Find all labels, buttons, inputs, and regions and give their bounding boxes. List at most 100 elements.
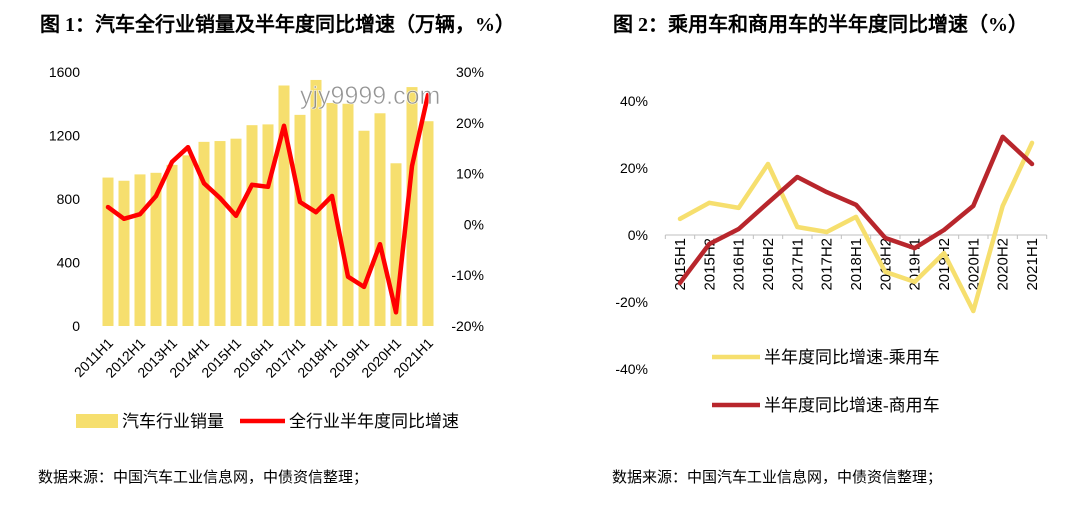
sales-bar — [358, 130, 370, 326]
commercial-vehicle-growth-point — [971, 203, 976, 208]
sales-bar — [134, 174, 146, 326]
sales-bar — [262, 124, 274, 326]
y-axis-right-tick-label: 10% — [456, 166, 484, 182]
growth-rate-point — [330, 193, 334, 198]
legend-commercial-vehicle-growth-label: 半年度同比增速-商用车 — [764, 396, 940, 415]
sales-bar — [406, 87, 418, 326]
passenger-car-growth-point — [824, 229, 829, 234]
growth-rate-point — [314, 210, 318, 215]
passenger-car-growth-point — [1000, 203, 1005, 208]
sales-bar — [118, 180, 130, 326]
commercial-vehicle-growth-point — [912, 246, 917, 251]
x-axis-tick-label: 2017H1 — [789, 238, 806, 291]
y-axis-right-tick-label: 20% — [456, 115, 484, 131]
y-axis-tick-label: -20% — [615, 294, 648, 310]
growth-rate-point — [282, 123, 286, 128]
figure-2-source-note: 数据来源：中国汽车工业信息网，中债资信整理； — [612, 470, 943, 486]
y-axis-right-tick-label: -20% — [451, 318, 484, 334]
passenger-car-growth-point — [678, 216, 682, 221]
commercial-vehicle-growth-point — [942, 227, 946, 232]
passenger-car-growth-point — [971, 309, 976, 314]
y-axis-left-tick-label: 800 — [57, 191, 81, 207]
y-axis-right-tick-label: 0% — [464, 216, 484, 232]
growth-rate-point — [346, 274, 350, 279]
passenger-car-growth-point — [736, 205, 741, 210]
watermark: yjy9999.com — [300, 82, 440, 110]
commercial-vehicle-growth-series — [677, 134, 1035, 286]
y-axis-right-tick-label: -10% — [451, 267, 484, 283]
y-axis-tick-label: -40% — [615, 361, 648, 377]
passenger-car-growth-point — [912, 279, 917, 284]
growth-rate-point — [154, 193, 158, 198]
y-axis-left: 0 400 800 1200 1600 — [49, 64, 80, 334]
y-axis-left-tick-label: 1600 — [49, 64, 80, 80]
growth-rate-point — [394, 310, 398, 315]
legend: 汽车行业销量 全行业半年度同比增速 — [76, 412, 459, 431]
growth-rate-point — [186, 145, 190, 150]
commercial-vehicle-growth-point — [736, 226, 741, 231]
sales-bar — [342, 103, 354, 326]
y-axis-tick-label: 20% — [620, 160, 648, 176]
y-axis-tick-label: 40% — [620, 93, 648, 109]
sales-bar — [390, 163, 402, 326]
figure-1-source-note: 数据来源：中国汽车工业信息网，中债资信整理； — [38, 470, 369, 486]
legend-sales-label: 汽车行业销量 — [122, 412, 224, 431]
sales-bar — [246, 125, 258, 327]
growth-rate-point — [426, 92, 430, 97]
passenger-car-growth-point — [766, 161, 770, 166]
x-axis-tick-label: 2019H2 — [936, 238, 953, 291]
growth-rate-point — [298, 200, 302, 205]
commercial-vehicle-growth-point — [824, 190, 829, 195]
passenger-car-growth-point — [942, 251, 946, 256]
sales-bar — [150, 172, 162, 326]
growth-rate-series — [105, 92, 431, 315]
figure-1-title: 图 1：汽车全行业销量及半年度同比增速（万辆，%） — [40, 14, 515, 36]
growth-rate-point — [122, 216, 126, 221]
y-axis-tick-label: 0% — [628, 227, 648, 243]
sales-bar — [310, 79, 322, 326]
sales-bar — [182, 155, 194, 326]
commercial-vehicle-growth-point — [1030, 161, 1034, 166]
commercial-vehicle-growth-point — [707, 242, 712, 247]
commercial-vehicle-growth-point — [854, 202, 858, 207]
growth-rate-point — [106, 205, 110, 210]
growth-rate-point — [250, 182, 254, 187]
sales-and-growth-chart: 0 400 800 1200 1600 -20% -10% 0% 10% 20% 30% 2011H1… — [49, 64, 484, 431]
sales-bar — [294, 114, 306, 326]
legend-sales-swatch — [76, 414, 118, 428]
growth-rate-point — [218, 195, 222, 200]
growth-rate-point — [410, 163, 414, 168]
passenger-commercial-growth-chart: -40%-20%0%20%40%2015H1 2015H2 2016H1 2016H2… — [615, 93, 1048, 415]
sales-bar — [198, 141, 210, 326]
growth-rate-point — [202, 181, 206, 186]
x-axis-tick-label: 2016H1 — [731, 238, 748, 291]
passenger-car-growth-point — [707, 200, 712, 205]
passenger-car-growth-point — [795, 224, 800, 229]
sales-bar — [230, 138, 242, 326]
sales-bar — [166, 164, 178, 326]
sales-bar — [374, 113, 386, 327]
passenger-car-growth-point — [1030, 140, 1034, 145]
y-axis-right-tick-label: 30% — [456, 64, 484, 80]
sales-bar — [214, 141, 226, 326]
commercial-vehicle-growth-point — [795, 175, 800, 180]
x-axis: 2011H12012H12013H12014H12015H12016H12017… — [71, 335, 436, 381]
sales-bar — [422, 121, 434, 327]
growth-rate-point — [138, 212, 142, 217]
legend-passenger-car-growth-label: 半年度同比增速-乘用车 — [764, 348, 940, 367]
passenger-car-growth-series — [677, 140, 1035, 314]
passenger-car-growth-point — [854, 214, 858, 219]
x-axis-tick-label: 2020H2 — [995, 238, 1012, 291]
x-axis-tick-label: 2017H2 — [819, 238, 836, 291]
commercial-vehicle-growth-point — [766, 200, 770, 205]
x-axis-tick-label: 2016H2 — [760, 238, 777, 291]
y-axis-right: -20% -10% 0% 10% 20% 30% — [451, 64, 484, 334]
y-axis-left-tick-label: 400 — [57, 255, 81, 271]
x-axis-tick-label: 2021H1 — [1024, 238, 1041, 291]
x-axis-tick-label: 2018H2 — [877, 238, 894, 291]
growth-rate-point — [170, 159, 174, 164]
passenger-car-growth-point — [883, 269, 888, 274]
y-axis-left-tick-label: 1200 — [49, 128, 80, 144]
growth-rate-point — [378, 242, 382, 247]
